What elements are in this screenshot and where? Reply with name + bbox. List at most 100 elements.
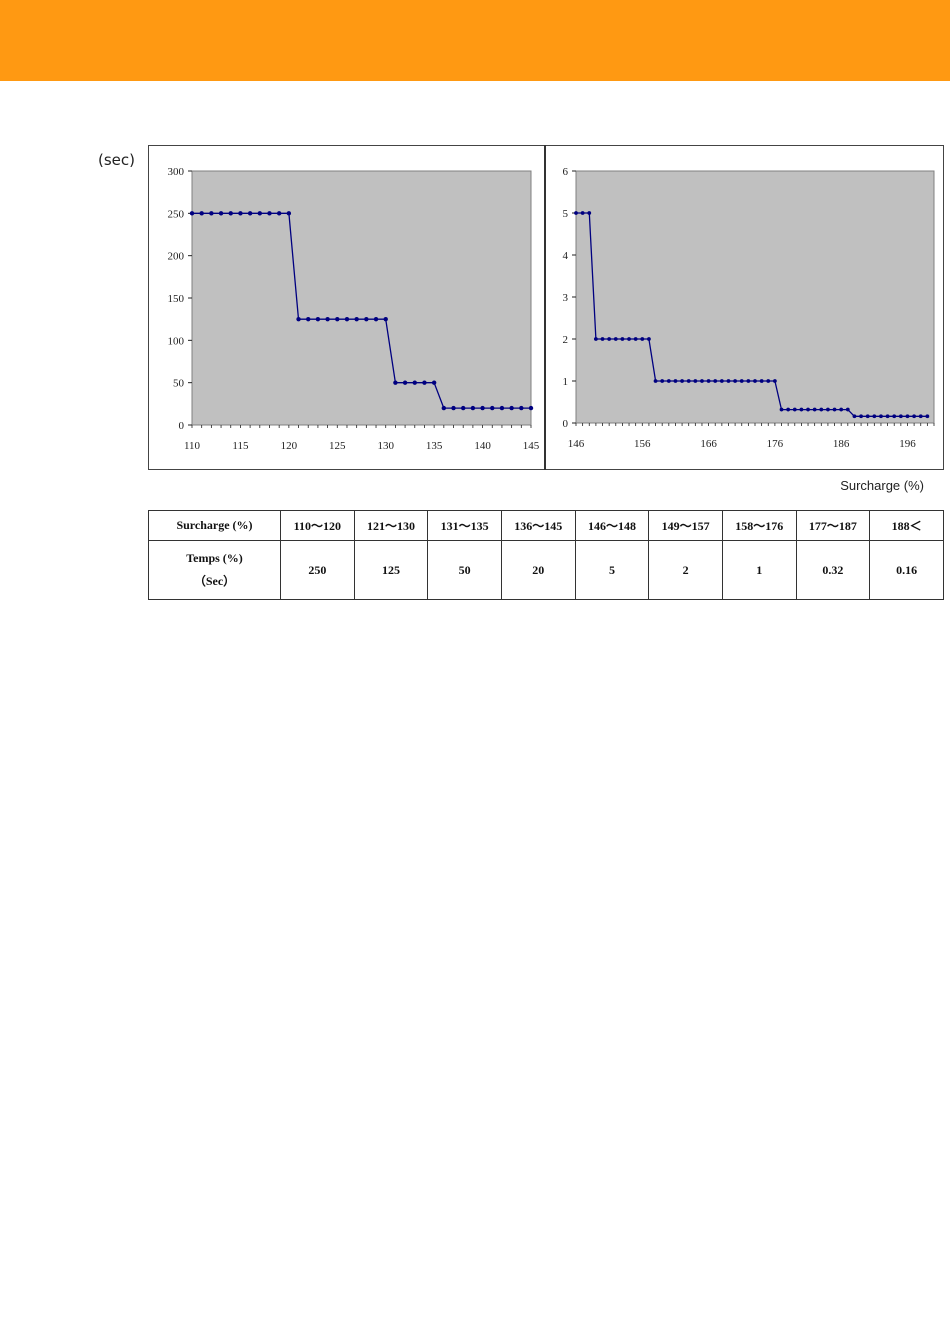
data-point xyxy=(613,337,618,341)
y-tick-label: 2 xyxy=(563,334,569,346)
table-cell-range: 131～135 xyxy=(427,510,502,541)
data-point xyxy=(306,316,311,322)
y-tick-label: 3 xyxy=(563,292,569,304)
data-point xyxy=(286,211,292,216)
data-point xyxy=(257,211,262,216)
data-point xyxy=(739,379,744,383)
data-point xyxy=(228,211,233,216)
data-point xyxy=(402,380,408,385)
data-point xyxy=(786,407,791,412)
data-point xyxy=(885,414,890,419)
x-tick-label: 140 xyxy=(474,440,491,452)
table-cell-range: 146～148 xyxy=(574,510,650,541)
data-point xyxy=(865,414,870,419)
data-point xyxy=(819,407,824,412)
x-tick-label: 125 xyxy=(329,440,346,452)
data-point xyxy=(733,379,738,383)
table-cell-time: 20 xyxy=(500,540,576,600)
data-point xyxy=(666,379,671,383)
data-point xyxy=(441,405,447,411)
table-cell-range: 121～130 xyxy=(353,510,429,541)
data-point xyxy=(325,316,330,322)
temps-unit: （Sec） xyxy=(193,574,236,588)
data-point xyxy=(431,380,437,385)
data-point xyxy=(640,337,645,341)
data-point xyxy=(726,379,731,383)
y-tick-label: 300 xyxy=(168,166,185,178)
table-cell-time: 1 xyxy=(721,540,797,600)
data-point xyxy=(607,337,612,341)
y-tick-label: 150 xyxy=(168,293,185,305)
table-cell-time: 0.16 xyxy=(869,540,944,600)
x-tick-label: 146 xyxy=(568,438,585,450)
data-point xyxy=(470,405,476,411)
data-point xyxy=(218,211,224,216)
table-cell-range: 136～145 xyxy=(500,510,576,541)
data-point xyxy=(373,316,379,322)
table-cell-time: 250 xyxy=(280,540,355,600)
x-tick-label: 186 xyxy=(833,438,850,450)
data-point xyxy=(905,414,910,419)
x-tick-label: 115 xyxy=(232,440,249,452)
y-tick-label: 0 xyxy=(179,420,185,432)
table-cell-time: 0.32 xyxy=(795,540,871,600)
data-point xyxy=(693,379,698,383)
data-point xyxy=(574,211,578,215)
data-point xyxy=(719,379,724,383)
y-tick-label: 250 xyxy=(168,208,185,220)
x-tick-label: 166 xyxy=(700,438,717,450)
x-tick-label: 120 xyxy=(281,440,298,452)
y-unit-label: (sec) xyxy=(98,151,135,169)
data-point xyxy=(528,405,534,411)
data-point xyxy=(451,405,456,411)
data-point xyxy=(653,379,658,383)
data-point xyxy=(673,379,678,383)
data-point xyxy=(806,407,810,412)
y-tick-label: 1 xyxy=(563,376,569,388)
data-point xyxy=(238,211,243,216)
x-tick-label: 156 xyxy=(634,438,651,450)
data-point xyxy=(296,316,301,322)
data-point xyxy=(826,407,830,412)
data-point xyxy=(812,407,817,412)
data-point xyxy=(199,211,204,216)
data-point xyxy=(600,337,605,341)
table-cell-time: 50 xyxy=(427,540,502,600)
data-point xyxy=(918,414,923,419)
data-point xyxy=(422,380,427,385)
data-point xyxy=(315,316,321,322)
y-tick-label: 4 xyxy=(563,250,569,262)
table-row-header: Surcharge (%) xyxy=(148,510,281,541)
data-point xyxy=(620,337,625,341)
data-point xyxy=(799,407,804,412)
data-point xyxy=(660,379,665,383)
data-point xyxy=(247,211,253,216)
table-cell-range: 188＜ xyxy=(869,510,944,541)
data-point xyxy=(839,407,844,412)
table-cell-range: 158～176 xyxy=(721,510,797,541)
plot-area xyxy=(575,170,935,424)
data-point xyxy=(879,414,883,419)
x-axis-caption: Surcharge (%) xyxy=(840,478,924,493)
data-point xyxy=(509,405,514,411)
table-cell-range: 177～187 xyxy=(795,510,871,541)
data-point xyxy=(383,316,388,322)
y-tick-label: 100 xyxy=(168,335,185,347)
header-band xyxy=(0,0,950,81)
table-row-header: Temps (%) （Sec） xyxy=(148,540,281,600)
y-tick-label: 0 xyxy=(563,418,569,430)
table-cell-time: 5 xyxy=(574,540,650,600)
x-tick-label: 135 xyxy=(426,440,443,452)
data-point xyxy=(580,211,585,215)
data-point xyxy=(686,379,691,383)
data-point xyxy=(519,405,524,411)
data-point xyxy=(633,337,638,341)
data-point xyxy=(852,414,857,419)
data-point xyxy=(461,405,466,411)
data-point xyxy=(898,414,903,419)
data-point xyxy=(766,379,771,383)
data-point xyxy=(706,379,711,383)
data-point xyxy=(267,211,272,216)
data-point xyxy=(593,337,598,341)
chart-left: 0 50 100 150 200 250 300 110 115 120 125 130 135 140 1… xyxy=(168,166,540,452)
